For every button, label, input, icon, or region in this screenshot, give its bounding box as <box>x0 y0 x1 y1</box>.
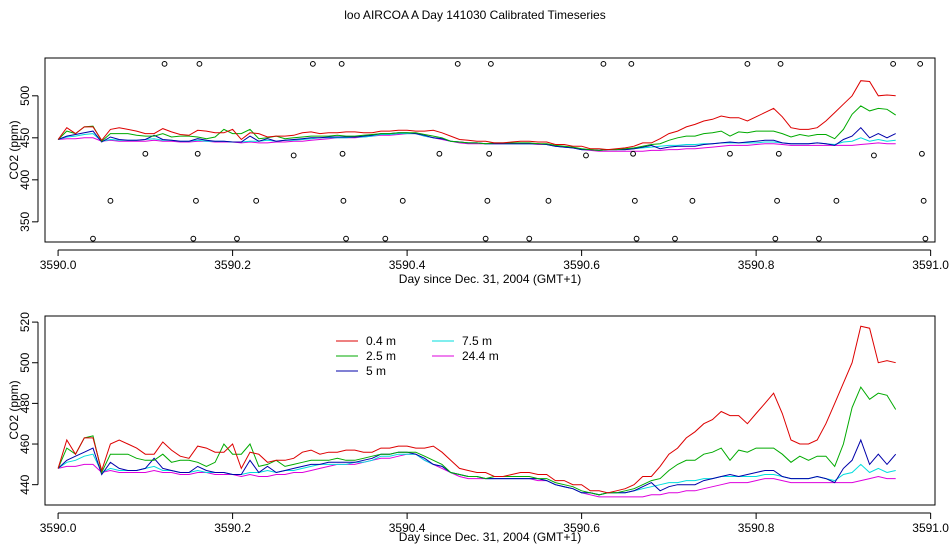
y-tick-label: 500 <box>18 85 32 105</box>
y-tick-label: 460 <box>18 434 32 454</box>
x-tick-label: 3590.0 <box>40 521 77 535</box>
marker-point <box>922 235 929 242</box>
marker-point <box>689 197 696 204</box>
legend-item: 2.5 m <box>336 349 396 363</box>
marker-point <box>142 150 149 157</box>
x-tick-label: 3590.6 <box>563 258 600 272</box>
legend-label: 24.4 m <box>462 349 499 363</box>
plot-frame <box>44 57 936 243</box>
legend-item: 0.4 m <box>336 334 396 348</box>
marker-point <box>193 197 199 204</box>
marker-point <box>290 152 297 159</box>
y-tick-label: 500 <box>18 352 32 372</box>
x-tick-label: 3591.0 <box>912 258 949 272</box>
marker-point <box>920 197 927 204</box>
bottom-panel: 3590.0 3590.2 3590.4 3590.6 3590.8 3591.0 Day … <box>7 312 949 544</box>
x-axis-label: Day since Dec. 31, 2004 (GMT+1) <box>399 530 581 544</box>
top-panel: 3590.0 3590.2 3590.4 3590.6 3590.8 3591.0 Day … <box>7 57 949 286</box>
marker-point <box>628 60 635 67</box>
y-tick-label: 400 <box>18 169 32 189</box>
marker-point <box>545 197 552 204</box>
x-tick-label: 3590.0 <box>40 258 77 272</box>
marker-point <box>196 60 203 67</box>
marker-point <box>107 197 114 204</box>
y-tick-label: 480 <box>18 393 32 413</box>
marker-point <box>672 235 678 242</box>
marker-point <box>194 150 201 157</box>
marker-point <box>526 235 533 242</box>
series-line-24-4-mm <box>57 453 896 498</box>
marker-point <box>340 197 347 204</box>
marker-point <box>583 152 589 159</box>
y-tick-label: 350 <box>18 212 32 232</box>
marker-point <box>338 60 345 67</box>
x-tick-label: 3590.6 <box>563 521 600 535</box>
marker-point <box>234 235 240 242</box>
y-tick-label: 440 <box>18 474 32 494</box>
x-tick-label: 3590.8 <box>738 521 775 535</box>
legend-label: 5 m <box>366 364 386 378</box>
marker-point <box>917 60 924 67</box>
x-axis-label: Day since Dec. 31, 2004 (GMT+1) <box>399 272 581 286</box>
figure-title: loo AIRCOA A Day 141030 Calibrated Times… <box>344 8 605 22</box>
series-line-0-4-mm <box>57 325 896 494</box>
marker-point <box>436 150 443 157</box>
marker-point <box>600 60 607 67</box>
legend-label: 0.4 m <box>366 334 396 348</box>
x-tick-label: 3590.8 <box>738 258 775 272</box>
x-tick-label: 3590.4 <box>389 521 426 535</box>
x-tick-label: 3590.4 <box>389 258 426 272</box>
y-axis-label: CO2 (ppm) <box>7 380 21 439</box>
marker-point <box>382 235 389 242</box>
plot-frame <box>44 315 936 506</box>
marker-point <box>309 60 316 67</box>
y-tick-label: 520 <box>18 312 32 332</box>
marker-point <box>775 150 782 157</box>
series-line-24-4-mm <box>58 133 896 152</box>
marker-point <box>630 150 636 157</box>
marker-point <box>816 235 822 242</box>
series-line-2-5-mm <box>57 386 897 496</box>
marker-point <box>631 197 638 204</box>
series-line-2-5-mm <box>57 105 896 151</box>
x-tick-label: 3590.2 <box>214 258 251 272</box>
marker-point <box>487 60 494 67</box>
legend-item: 24.4 m <box>432 349 499 363</box>
marker-point <box>486 150 493 157</box>
marker-point <box>744 60 751 67</box>
series-line-0-4-mm <box>57 80 896 151</box>
marker-point <box>777 60 784 67</box>
marker-point <box>339 150 346 157</box>
legend-label: 7.5 m <box>462 334 492 348</box>
marker-point <box>890 60 897 67</box>
marker-point <box>343 235 349 242</box>
marker-point <box>772 235 779 242</box>
marker-point <box>399 197 406 204</box>
marker-point <box>454 60 461 67</box>
x-tick-label: 3591.0 <box>912 521 949 535</box>
marker-point <box>833 197 840 204</box>
marker-point <box>919 150 925 157</box>
marker-point <box>253 197 260 204</box>
marker-point <box>90 235 96 242</box>
legend-item: 7.5 m <box>432 334 492 348</box>
marker-point <box>190 235 197 242</box>
marker-point <box>484 197 491 204</box>
marker-point <box>727 150 733 157</box>
marker-point <box>871 152 877 159</box>
legend-label: 2.5 m <box>366 349 396 363</box>
marker-point <box>161 60 168 67</box>
marker-point <box>633 235 640 242</box>
legend-item: 5 m <box>336 364 386 378</box>
y-tick-label: 450 <box>18 127 32 147</box>
marker-point <box>774 197 780 204</box>
marker-point <box>482 235 489 242</box>
x-tick-label: 3590.2 <box>214 521 251 535</box>
y-axis-label: CO2 (ppm) <box>7 120 21 179</box>
